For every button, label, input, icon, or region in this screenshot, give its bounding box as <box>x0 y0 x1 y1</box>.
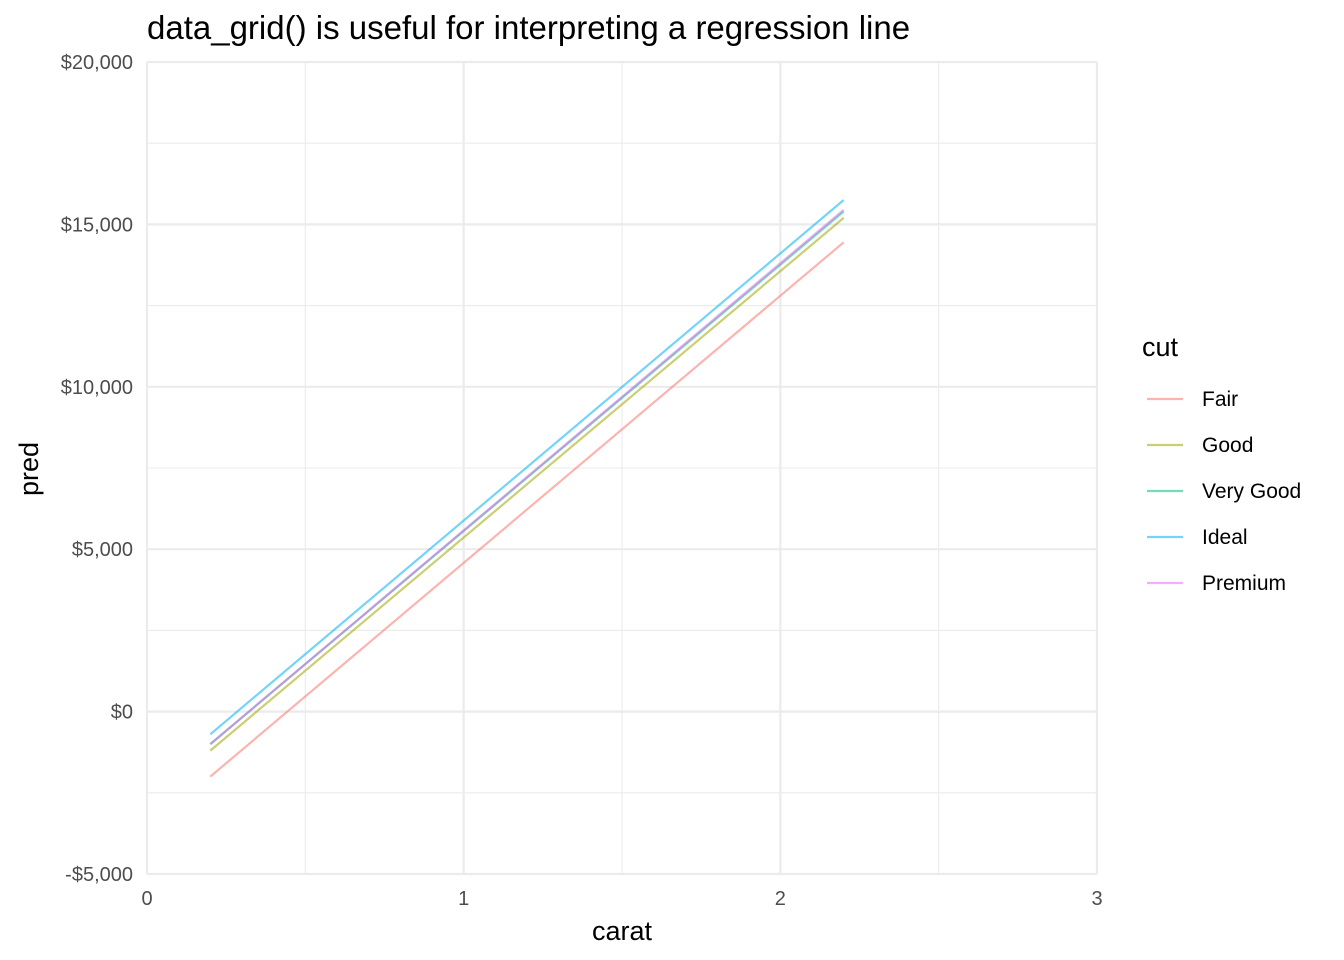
x-axis-tick-labels: 0 1 2 3 <box>141 888 1102 910</box>
legend-item: Good <box>1147 434 1253 457</box>
legend-label: Very Good <box>1202 480 1301 503</box>
y-axis-title: pred <box>14 442 44 496</box>
x-tick-label: 0 <box>141 888 152 910</box>
legend-item: Very Good <box>1147 480 1301 503</box>
legend-label: Good <box>1202 434 1253 457</box>
x-tick-label: 3 <box>1091 888 1102 910</box>
y-axis-tick-labels: -$5,000 $0 $5,000 $10,000 $15,000 $20,000 <box>61 52 133 886</box>
legend-item: Premium <box>1147 572 1286 595</box>
legend-title: cut <box>1142 332 1179 362</box>
series-line-good <box>209 217 845 752</box>
y-tick-label: $20,000 <box>61 52 133 74</box>
y-tick-label: $5,000 <box>72 539 133 561</box>
x-axis-title: carat <box>592 916 653 946</box>
legend: cut Fair Good Very Good Ideal Premium <box>1142 332 1301 595</box>
y-tick-label: $0 <box>111 702 133 724</box>
x-tick-label: 2 <box>775 888 786 910</box>
legend-label: Premium <box>1202 572 1286 595</box>
series-line-premium <box>209 208 845 745</box>
legend-label: Ideal <box>1202 526 1248 549</box>
legend-label: Fair <box>1202 388 1238 411</box>
legend-item: Ideal <box>1147 526 1248 549</box>
y-tick-label: $10,000 <box>61 377 133 399</box>
grid <box>145 60 1099 876</box>
series-line-ideal <box>209 199 845 736</box>
y-tick-label: -$5,000 <box>65 864 133 886</box>
y-tick-label: $15,000 <box>61 214 133 236</box>
series-line-fair <box>209 241 845 778</box>
plot-lines <box>209 199 845 778</box>
chart-title: data_grid() is useful for interpreting a… <box>147 9 910 46</box>
legend-item: Fair <box>1147 388 1238 411</box>
x-tick-label: 1 <box>458 888 469 910</box>
